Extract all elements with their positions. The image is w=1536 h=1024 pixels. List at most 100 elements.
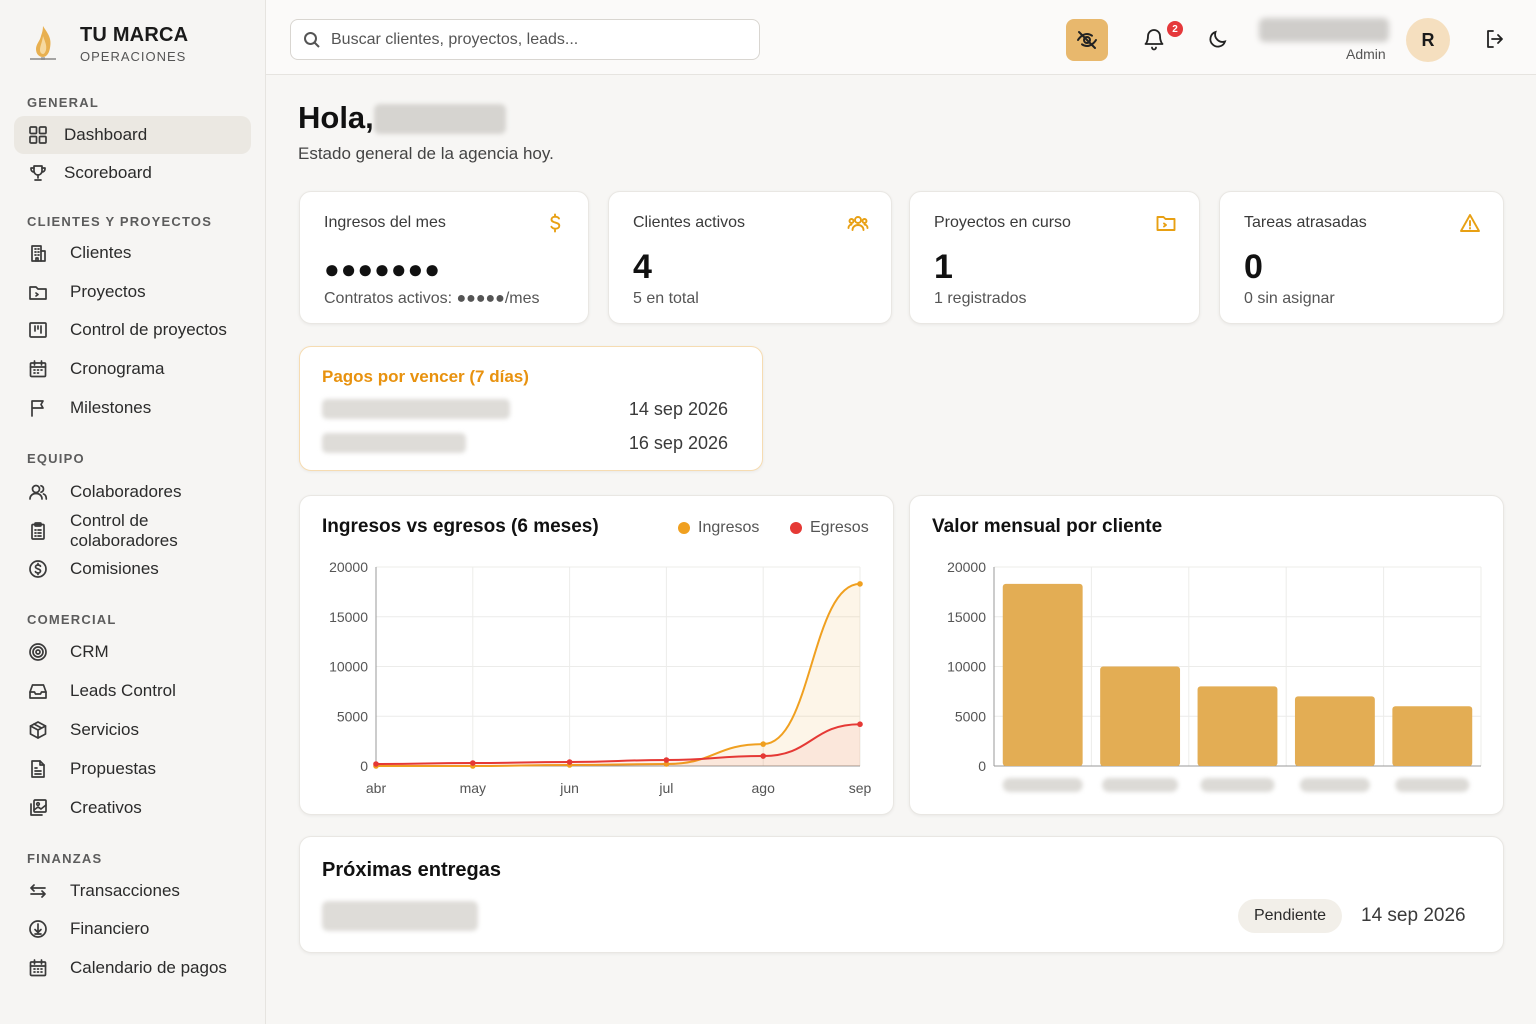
sidebar-item-financiero[interactable]: Financiero xyxy=(14,910,251,948)
calendar-icon xyxy=(28,359,48,379)
legend-label: Egresos xyxy=(810,519,869,536)
legend-egresos[interactable]: Egresos xyxy=(790,519,869,537)
search-box[interactable] xyxy=(290,19,760,60)
sidebar-item-comisiones[interactable]: Comisiones xyxy=(14,550,251,588)
chart-title: Ingresos vs egresos (6 meses) xyxy=(322,516,599,537)
stat-label: Tareas atrasadas xyxy=(1244,214,1367,231)
sidebar-item-calendario-pagos[interactable]: Calendario de pagos xyxy=(14,949,251,987)
stat-card-tareas: Tareas atrasadas 0 0 sin asignar xyxy=(1219,191,1504,324)
bar xyxy=(1294,696,1375,766)
due-date: 16 sep 2026 xyxy=(628,433,728,453)
section-title-general: GENERAL xyxy=(27,95,99,110)
sidebar-item-label: Control de colaboradores xyxy=(70,511,178,550)
privacy-toggle-button[interactable] xyxy=(1066,19,1108,61)
dollar-icon xyxy=(544,212,566,234)
users-icon xyxy=(28,482,48,502)
sidebar-item-label: Propuestas xyxy=(70,759,156,778)
brand-name: TU MARCA xyxy=(80,23,189,46)
user-role: Admin xyxy=(1346,46,1386,62)
legend-label: Ingresos xyxy=(698,519,760,536)
line-chart: 0 5000 10000 15000 20000 abr may jun jul ago sep xyxy=(329,559,871,796)
search-icon xyxy=(304,31,320,48)
notifications-button[interactable] xyxy=(1142,27,1168,53)
sidebar-item-dashboard[interactable]: Dashboard xyxy=(14,116,251,154)
sidebar-item-control-proyectos[interactable]: Control de proyectos xyxy=(14,311,251,349)
sidebar-item-control-colaboradores[interactable]: Control de colaboradores xyxy=(14,511,251,550)
chart-title: Valor mensual por cliente xyxy=(932,516,1163,537)
y-tick-label: 0 xyxy=(360,758,368,774)
due-payments-title: Pagos por vencer (7 días) xyxy=(322,367,529,386)
sidebar-item-label: Creativos xyxy=(70,798,142,817)
y-tick-label: 20000 xyxy=(947,559,986,575)
sidebar-item-leads-control[interactable]: Leads Control xyxy=(14,672,251,710)
series-area-ingresos xyxy=(376,583,860,766)
grid-icon xyxy=(28,125,48,145)
due-payments-card: Pagos por vencer (7 días) 14 sep 2026 16… xyxy=(299,346,763,471)
bar xyxy=(1002,583,1083,766)
logout-icon xyxy=(1487,30,1503,48)
x-tick-label-redacted xyxy=(1299,778,1370,792)
bar xyxy=(1197,686,1278,766)
section-title-clientes: CLIENTES Y PROYECTOS xyxy=(27,214,213,229)
section-title-finanzas: FINANZAS xyxy=(27,851,103,866)
logout-button[interactable] xyxy=(1484,28,1508,52)
sidebar-item-colaboradores[interactable]: Colaboradores xyxy=(14,473,251,511)
data-point-egresos xyxy=(373,761,379,767)
sidebar-item-creativos[interactable]: Creativos xyxy=(14,789,251,827)
sidebar-item-label: Proyectos xyxy=(70,282,146,301)
due-client-redacted xyxy=(322,433,466,453)
user-name-redacted xyxy=(1259,18,1389,42)
sidebar-item-label: Comisiones xyxy=(70,559,159,578)
deliveries-card: Próximas entregas Pendiente 14 sep 2026 xyxy=(299,836,1504,953)
avatar[interactable]: R xyxy=(1406,18,1450,62)
income-expense-chart-card: Ingresos vs egresos (6 meses) Ingresos E… xyxy=(299,495,894,815)
inbox-icon xyxy=(28,681,48,701)
flame-logo-icon xyxy=(30,26,56,60)
sidebar-item-label: Leads Control xyxy=(70,681,176,700)
data-point-egresos xyxy=(566,759,573,765)
bar-chart: 0 5000 10000 15000 20000 xyxy=(947,559,1482,792)
sidebar-item-scoreboard[interactable]: Scoreboard xyxy=(14,154,251,192)
y-tick-label: 0 xyxy=(978,758,986,774)
page-title: Hola, xyxy=(298,100,374,135)
theme-toggle-button[interactable] xyxy=(1207,28,1229,50)
sidebar-item-label: Colaboradores xyxy=(70,482,182,501)
data-point-egresos xyxy=(857,721,863,728)
sidebar-item-propuestas[interactable]: Propuestas xyxy=(14,750,251,788)
sidebar-item-proyectos[interactable]: Proyectos xyxy=(14,273,251,311)
data-point-ingresos xyxy=(760,741,766,747)
client-value-chart-card: Valor mensual por cliente 0 5000 10000 1500… xyxy=(909,495,1504,815)
delivery-date: 14 sep 2026 xyxy=(1361,905,1466,926)
brand[interactable]: TU MARCA OPERACIONES xyxy=(22,22,188,64)
sidebar-item-label: Scoreboard xyxy=(64,163,152,182)
x-tick-label-redacted xyxy=(1395,778,1470,792)
data-point-egresos xyxy=(760,753,766,759)
moon-icon xyxy=(1209,30,1227,48)
stat-value: 1 xyxy=(934,248,953,286)
legend-ingresos[interactable]: Ingresos xyxy=(678,519,759,537)
stat-label: Clientes activos xyxy=(633,214,746,231)
legend-dot xyxy=(678,522,690,534)
series-area-egresos xyxy=(376,724,860,766)
document-icon xyxy=(28,759,48,779)
folder-icon xyxy=(28,282,48,302)
search-input[interactable] xyxy=(331,30,731,49)
stat-sub: 5 en total xyxy=(633,290,699,307)
x-tick-label-redacted xyxy=(1200,778,1275,792)
sidebar-item-label: Servicios xyxy=(70,720,139,739)
x-tick-label: may xyxy=(460,780,486,796)
sidebar-item-cronograma[interactable]: Cronograma xyxy=(14,350,251,388)
sidebar-item-crm[interactable]: CRM xyxy=(14,633,251,671)
sidebar-item-transacciones[interactable]: Transacciones xyxy=(14,872,251,910)
kanban-icon xyxy=(28,320,48,340)
bar xyxy=(1392,706,1473,766)
y-tick-label: 10000 xyxy=(329,659,368,675)
bar xyxy=(1100,666,1181,766)
download-circle-icon xyxy=(28,919,48,939)
sidebar-item-label: Calendario de pagos xyxy=(70,958,227,977)
sidebar-item-servicios[interactable]: Servicios xyxy=(14,711,251,749)
sidebar-item-milestones[interactable]: Milestones xyxy=(14,389,251,427)
stat-value-redacted: ●●●●●●● xyxy=(324,254,441,284)
sidebar-item-label: Milestones xyxy=(70,398,152,417)
sidebar-item-clientes[interactable]: Clientes xyxy=(14,234,251,272)
